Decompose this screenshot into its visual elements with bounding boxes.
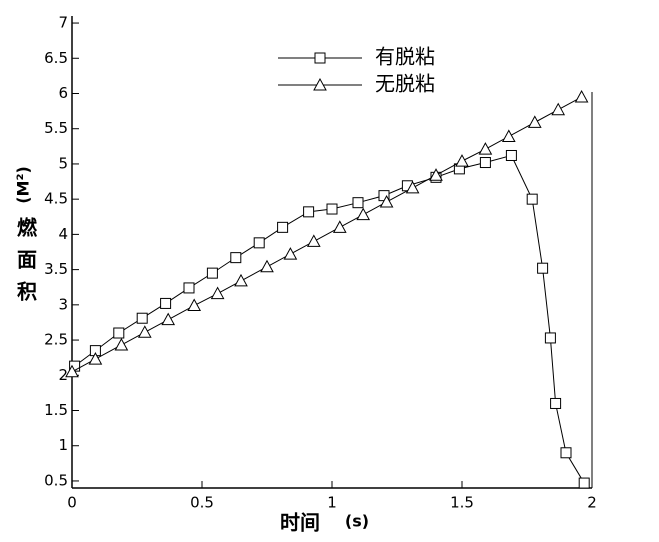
marker: [183, 282, 195, 294]
marker: [283, 247, 298, 260]
legend-marker: [313, 77, 327, 91]
marker: [303, 206, 315, 218]
marker: [505, 149, 517, 161]
marker: [65, 364, 79, 378]
marker: [160, 297, 172, 309]
y-tick-label: 0.5: [44, 471, 68, 489]
marker: [405, 180, 420, 194]
marker: [527, 115, 542, 128]
legend-label: 无脱粘: [375, 72, 435, 96]
marker: [379, 194, 394, 208]
x-tick-label: 0.5: [190, 494, 214, 512]
marker: [137, 325, 152, 338]
marker: [478, 142, 493, 155]
y-tick-label: 1: [58, 436, 68, 454]
marker: [560, 447, 572, 459]
x-tick-label: 1.5: [450, 494, 474, 512]
marker: [114, 337, 129, 351]
marker: [429, 168, 443, 181]
y-tick-label: 5: [58, 154, 68, 172]
marker: [332, 220, 347, 233]
marker: [206, 267, 218, 279]
marker: [537, 262, 549, 274]
x-axis-unit: (s): [345, 512, 369, 531]
marker: [574, 89, 589, 103]
y-tick-label: 7: [58, 14, 68, 32]
x-tick-label: 1: [327, 494, 337, 512]
y-axis-label: 燃面积: [14, 216, 38, 313]
y-tick-label: 6.5: [44, 49, 68, 67]
y-tick-label: 3: [58, 295, 68, 313]
marker: [352, 197, 364, 209]
x-tick-label: 2: [587, 494, 597, 512]
marker: [210, 286, 225, 300]
y-tick-label: 1.5: [44, 401, 68, 419]
marker: [187, 298, 202, 312]
x-tick-label: 0: [67, 494, 77, 512]
y-tick-label: 4.5: [44, 190, 68, 208]
marker: [544, 332, 556, 344]
marker: [356, 207, 371, 221]
legend-marker: [314, 52, 326, 64]
marker: [578, 477, 590, 489]
x-axis-label: 时间: [280, 511, 320, 535]
marker: [136, 312, 148, 324]
y-axis-unit: (M²): [14, 166, 33, 204]
marker: [260, 259, 274, 273]
series-line: [71, 96, 582, 373]
marker: [551, 102, 566, 116]
marker: [277, 221, 289, 233]
marker: [526, 193, 538, 205]
marker: [230, 252, 242, 264]
marker: [234, 273, 248, 287]
y-tick-label: 4: [58, 225, 68, 243]
marker: [88, 352, 103, 365]
marker: [161, 312, 176, 326]
marker: [479, 157, 491, 169]
y-tick-label: 3.5: [44, 260, 68, 278]
y-tick-label: 2.5: [44, 331, 68, 349]
y-tick-label: 5.5: [44, 119, 68, 137]
legend-label: 有脱粘: [375, 45, 435, 69]
y-tick-label: 2: [58, 366, 68, 384]
marker: [113, 327, 125, 339]
marker: [550, 397, 562, 409]
y-tick-label: 6: [58, 84, 68, 102]
marker: [326, 203, 338, 215]
marker: [455, 154, 469, 167]
marker: [306, 234, 321, 247]
marker: [253, 237, 265, 249]
marker: [501, 129, 516, 142]
